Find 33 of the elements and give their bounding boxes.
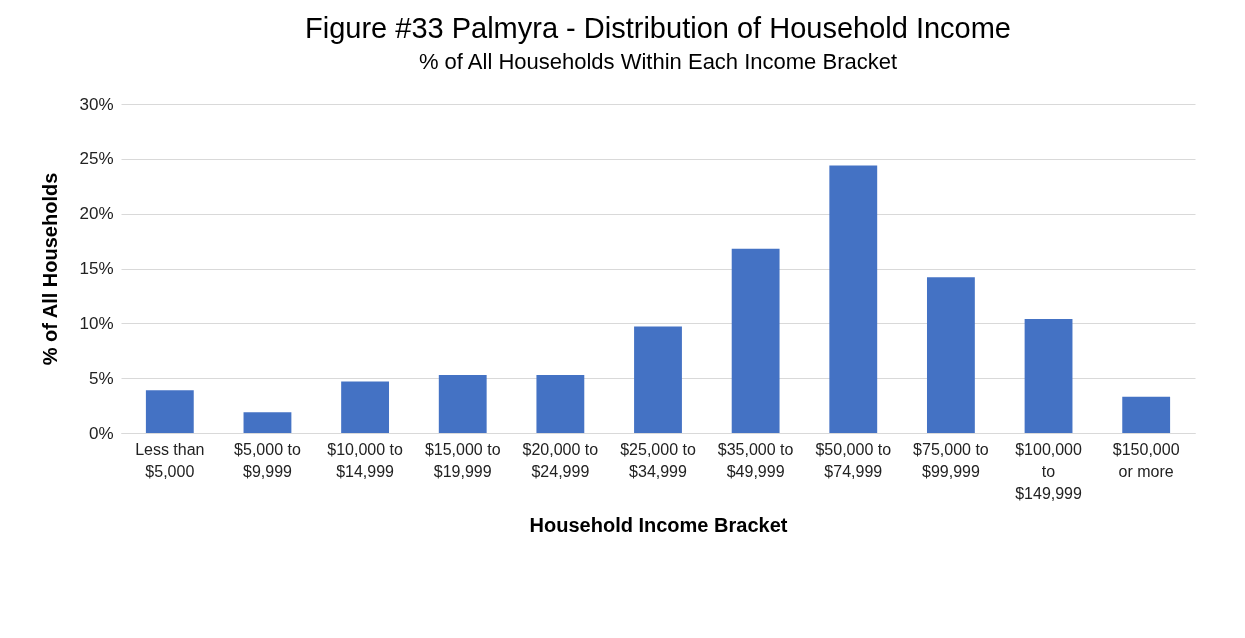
x-tick-label: Less than $5,000 [135,440,205,480]
y-tick-label: 30% [79,94,114,114]
x-tick-label: $150,000 or more [1112,440,1180,480]
bar [829,165,878,433]
bar [243,412,292,433]
x-tick-label: $15,000 to $19,999 [424,440,501,480]
chart-title: Figure #33 Palmyra - Distribution of Household Income [305,12,1011,44]
x-tick-label: $35,000 to $49,999 [717,440,794,480]
bar [536,374,585,433]
bar [731,248,780,433]
bar [1122,396,1171,433]
y-tick-label: 25% [79,149,114,169]
bar [341,381,390,433]
chart-subtitle: % of All Households Within Each Income Bracket [418,49,898,74]
y-axis-title: % of All Households [39,172,62,366]
x-tick-label: $20,000 to $24,999 [522,440,599,480]
bar [1024,318,1073,433]
x-tick-label: $10,000 to $14,999 [327,440,403,480]
bar [926,277,975,433]
bar [438,374,487,433]
y-tick-label: 5% [88,368,114,388]
x-tick-label: $100,000 to $149,999 [1015,440,1083,502]
y-tick-label: 10% [79,313,114,333]
x-tick-label: $50,000 to $74,999 [815,440,892,480]
y-tick-label: 20% [79,204,114,224]
x-tick-label: $25,000 to $34,999 [620,440,696,480]
bar [634,326,682,433]
y-tick-label: 15% [79,259,114,278]
y-tick-label: 0% [88,423,114,443]
x-axis-title: Household Income Bracket [529,513,788,536]
x-tick-label: $5,000 to $9,999 [234,440,301,480]
x-tick-label: $75,000 to $99,999 [913,440,989,480]
bar [145,390,194,433]
